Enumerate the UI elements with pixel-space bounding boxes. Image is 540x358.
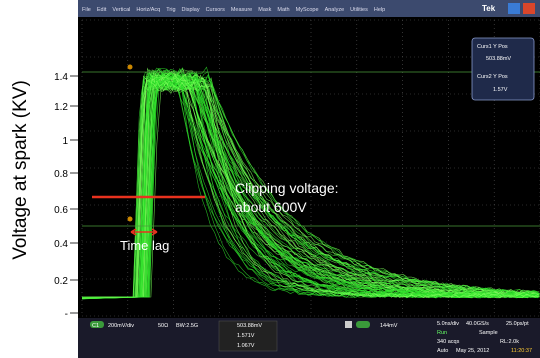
- value: 503.88mV: [486, 56, 511, 62]
- tick-label: 0.4: [54, 239, 68, 250]
- menu-item[interactable]: Display: [182, 7, 200, 13]
- minimize-button[interactable]: [508, 3, 520, 14]
- menu-item[interactable]: Mask: [258, 7, 271, 13]
- cursor-marker-b: [128, 217, 133, 222]
- tick-label: 0.2: [54, 276, 68, 287]
- tick-label: 1: [62, 136, 68, 147]
- menu-item[interactable]: Analyze: [325, 7, 345, 13]
- menu-item[interactable]: Edit: [97, 7, 107, 13]
- label: Curs1 Y Pos: [477, 44, 508, 50]
- trigger-source: [356, 321, 370, 328]
- menu-item[interactable]: Help: [374, 7, 385, 13]
- dy: 1.067V: [237, 343, 255, 349]
- menu-item[interactable]: Utilities: [350, 7, 368, 13]
- impedance: 50Ω: [158, 323, 168, 329]
- menu-item[interactable]: MyScope: [296, 7, 319, 13]
- tick-label: 1.4: [54, 72, 68, 83]
- tick-label: 0.8: [54, 169, 68, 180]
- axis-label: Voltage at spark (KV): [10, 80, 31, 260]
- y2: 1.571V: [237, 333, 255, 339]
- scale: 200mV/div: [108, 323, 134, 329]
- timebase: 5.0ns/div: [437, 321, 459, 327]
- annotation: Clipping voltage:: [235, 180, 339, 196]
- run: Run: [437, 330, 447, 336]
- channel: C1: [92, 323, 99, 329]
- annotation: about 600V: [235, 199, 307, 215]
- menu-item[interactable]: Trig: [166, 7, 175, 13]
- menu-item[interactable]: Vertical: [112, 7, 130, 13]
- menu-item[interactable]: Math: [277, 7, 289, 13]
- mode: Sample: [479, 330, 498, 336]
- annotation: Time lag: [120, 238, 169, 253]
- menu: File Edit Vertical Horiz/Acq Trig Display Curs…: [82, 7, 385, 13]
- time: 11:20:37: [511, 348, 532, 354]
- brand: Tek: [482, 4, 496, 13]
- trigger-level: 144mV: [380, 323, 398, 329]
- tick-label: 1.2: [54, 102, 68, 113]
- record-length: RL:2.0k: [500, 339, 519, 345]
- trigger-mode: Auto: [437, 348, 448, 354]
- date: May 25, 2012: [456, 348, 489, 354]
- acqs: 340 acqs: [437, 339, 460, 345]
- menu-item[interactable]: File: [82, 7, 91, 13]
- cursor-marker-a: [128, 65, 133, 70]
- menu-item[interactable]: Horiz/Acq: [136, 7, 160, 13]
- sample-rate: 40.0GS/s: [466, 321, 489, 327]
- close-button[interactable]: [523, 3, 535, 14]
- y1: 503.88mV: [237, 323, 262, 329]
- axis-ticks: 1.4 1.2 1 0.8 0.6 0.4 0.2 -: [54, 72, 78, 320]
- screenshot: File Edit Vertical Horiz/Acq Trig Display Curs…: [0, 0, 540, 358]
- menu-item[interactable]: Measure: [231, 7, 252, 13]
- tick-label: 0.6: [54, 205, 68, 216]
- tick-label: -: [65, 309, 68, 320]
- value: 1.57V: [493, 87, 508, 93]
- bandwidth: BW:2.5G: [176, 323, 198, 329]
- resolution: 25.0ps/pt: [506, 321, 529, 327]
- trigger-icon[interactable]: [345, 321, 352, 328]
- page: {"menu":{"items":["File","Edit","Vertica…: [0, 0, 540, 358]
- menu-item[interactable]: Cursors: [206, 7, 226, 13]
- label: Curs2 Y Pos: [477, 74, 508, 80]
